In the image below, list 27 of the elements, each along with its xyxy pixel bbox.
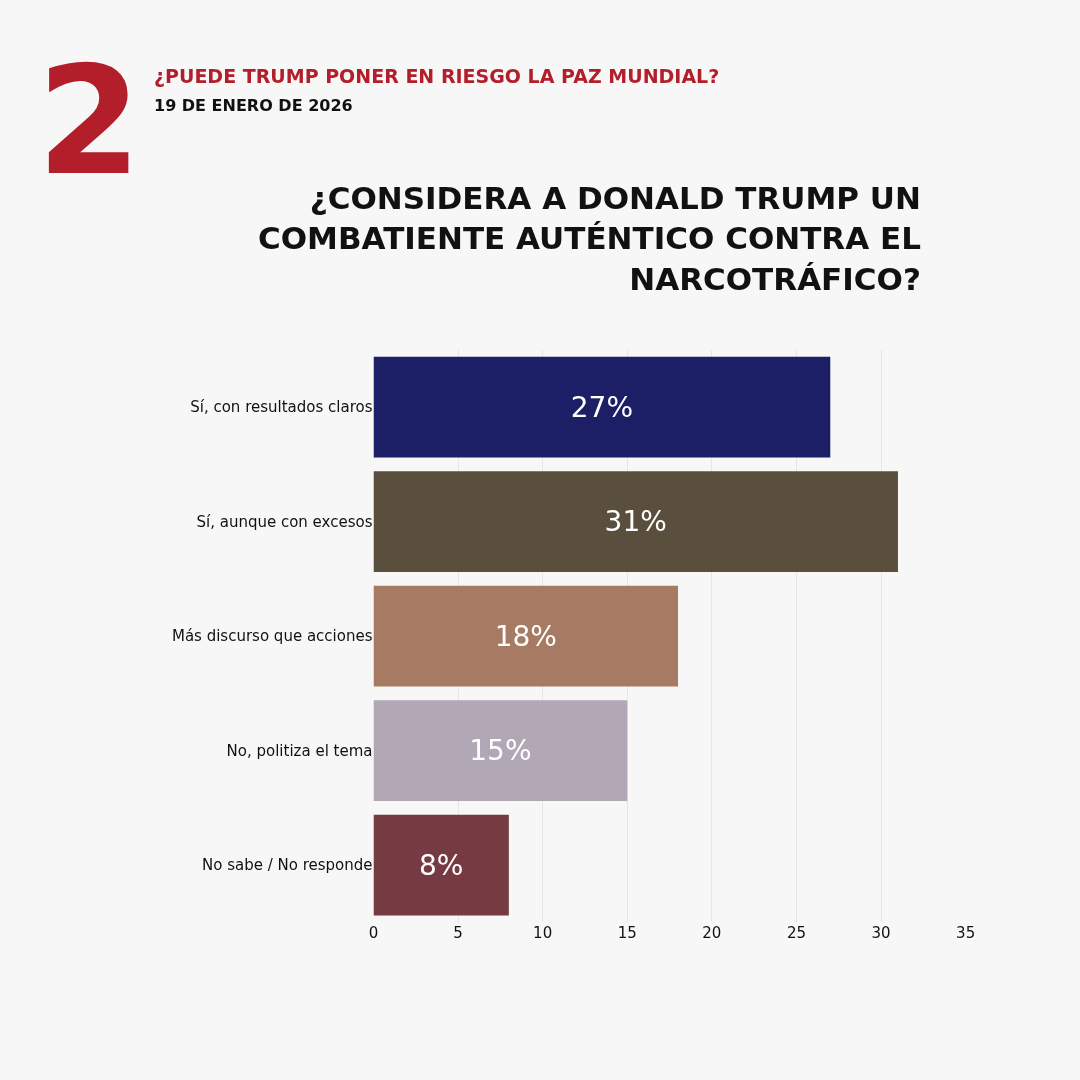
text: 19 DE ENERO DE 2026	[154, 96, 353, 115]
data-label: 8%	[418, 848, 464, 882]
chart-title: ¿CONSIDERA A DONALD TRUMP UN COMBATIENTE AUTÉNTICO CONTRA EL NARCOTRÁFICO?	[258, 180, 921, 297]
x-tick-label: 20	[702, 924, 722, 943]
y-tick-label: Sí, con resultados claros	[190, 398, 373, 417]
bar	[373, 471, 898, 573]
data-label: 31%	[604, 505, 667, 539]
x-tick-label: 35	[956, 924, 976, 943]
text: 2	[37, 34, 142, 208]
y-tick-label: No, politiza el tema	[226, 741, 373, 760]
x-tick-label: 0	[368, 924, 379, 943]
data-label: 27%	[570, 390, 633, 424]
x-tick-label: 15	[617, 924, 637, 943]
x-tick-label: 10	[533, 924, 553, 943]
x-tick-label: 5	[453, 924, 463, 943]
bar	[373, 814, 509, 916]
chart-subtitle: ¿PUEDE TRUMP PONER EN RIESGO LA PAZ MUNDIAL?	[154, 65, 720, 87]
x-tick-label: 25	[786, 924, 806, 943]
bar	[373, 700, 628, 801]
bar	[373, 585, 679, 687]
data-label: 15%	[469, 734, 532, 768]
bar	[373, 356, 831, 458]
data-label: 18%	[494, 619, 557, 653]
x-tick-label: 30	[871, 924, 891, 943]
y-tick-label: Más discurso que acciones	[171, 627, 373, 646]
y-tick-label: No sabe / No responde	[201, 856, 373, 875]
y-tick-label: Sí, aunque con excesos	[196, 512, 373, 531]
